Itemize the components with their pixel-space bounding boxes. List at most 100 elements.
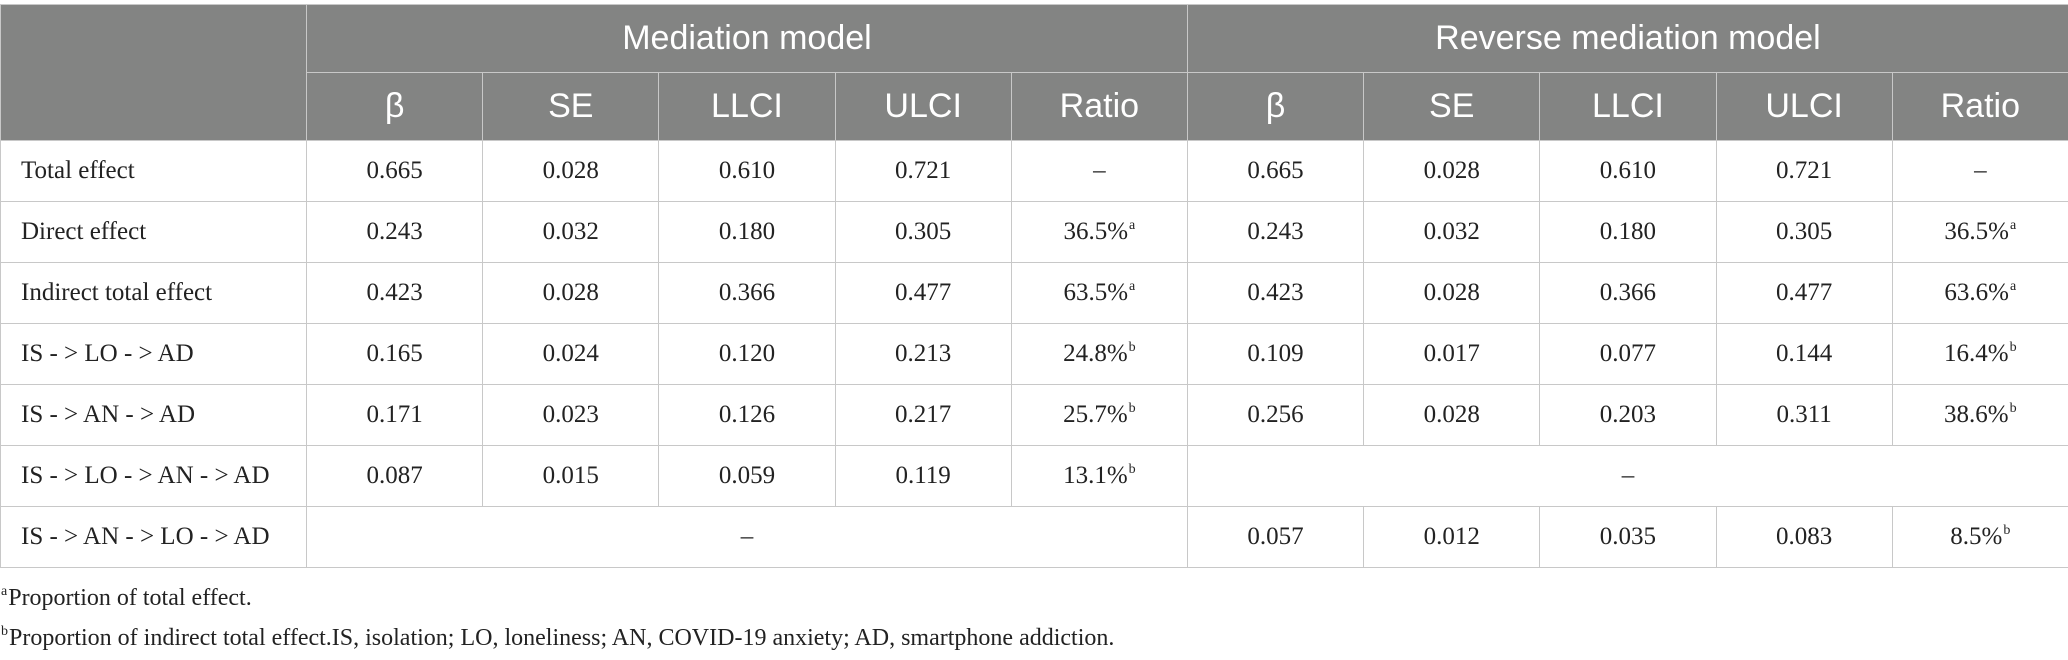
cell-se: 0.028 [1363, 384, 1541, 446]
footnote-mark: b [2009, 401, 2017, 416]
col-header-beta: β [305, 72, 484, 141]
footnote-mark: b [2003, 523, 2011, 538]
col-header-se: SE [482, 72, 660, 141]
cell-beta: 0.423 [305, 262, 484, 324]
mediation-table: Mediation model Reverse mediation model … [0, 4, 2068, 568]
footnote-mark: b [1128, 462, 1136, 477]
cell-llci: 0.203 [1539, 384, 1717, 446]
table-row: IS - > AN - > LO - > AD – 0.057 0.012 0.… [0, 506, 2068, 568]
merged-dash-cell: – [1186, 445, 2068, 507]
table-row: IS - > LO - > AD 0.165 0.024 0.120 0.213… [0, 323, 2068, 385]
footnote-mark: a [1, 584, 8, 599]
ratio-value: 38.6% [1944, 401, 2009, 428]
footnote-mark: b [1, 624, 8, 639]
cell-se: 0.017 [1363, 323, 1541, 385]
cell-ratio: 36.5%a [1010, 201, 1188, 263]
footnote-mark: a [2010, 218, 2017, 233]
cell-ratio: – [1891, 140, 2068, 202]
ratio-value: 13.1% [1063, 462, 1128, 489]
cell-beta: 0.243 [305, 201, 484, 263]
ratio-value: 36.5% [1063, 218, 1129, 245]
table-row: Direct effect 0.243 0.032 0.180 0.305 36… [0, 201, 2068, 263]
col-header-llci: LLCI [658, 72, 836, 141]
cell-se: 0.032 [482, 201, 660, 263]
cell-se: 0.032 [1363, 201, 1541, 263]
cell-llci: 0.035 [1539, 506, 1717, 568]
cell-llci: 0.126 [658, 384, 836, 446]
col-header-ratio: Ratio [1010, 72, 1188, 141]
cell-beta: 0.057 [1186, 506, 1365, 568]
cell-llci: 0.610 [658, 140, 836, 202]
ratio-value: 25.7% [1063, 401, 1128, 428]
row-label: Direct effect [0, 201, 307, 263]
footnote-text: Proportion of total effect. [8, 585, 252, 611]
table-row: Indirect total effect 0.423 0.028 0.366 … [0, 262, 2068, 324]
col-header-beta: β [1186, 72, 1365, 141]
cell-ratio: 38.6%b [1891, 384, 2068, 446]
ratio-value: 8.5% [1950, 523, 2003, 550]
cell-ratio: 63.5%a [1010, 262, 1188, 324]
cell-se: 0.028 [482, 140, 660, 202]
footnote-a: aProportion of total effect. [0, 572, 1114, 612]
merged-dash-cell: – [306, 506, 1188, 568]
cell-beta: 0.423 [1186, 262, 1365, 324]
cell-ratio: 13.1%b [1010, 445, 1188, 507]
group-header-reverse-mediation: Reverse mediation model [1186, 4, 2068, 73]
row-label: Total effect [0, 140, 307, 202]
cell-se: 0.028 [482, 262, 660, 324]
cell-ratio: 63.6%a [1891, 262, 2068, 324]
row-label: Indirect total effect [0, 262, 307, 324]
footnote-b: bProportion of indirect total effect.IS,… [0, 612, 1114, 652]
col-header-ulci: ULCI [834, 72, 1012, 141]
cell-se: 0.023 [482, 384, 660, 446]
row-label: IS - > LO - > AN - > AD [0, 445, 307, 507]
cell-ulci: 0.083 [1715, 506, 1893, 568]
cell-ulci: 0.217 [834, 384, 1012, 446]
cell-ulci: 0.477 [834, 262, 1012, 324]
cell-ratio: 25.7%b [1010, 384, 1188, 446]
cell-llci: 0.366 [1539, 262, 1717, 324]
row-label: IS - > LO - > AD [0, 323, 307, 385]
cell-ratio: – [1010, 140, 1188, 202]
footnote-mark: a [2010, 279, 2017, 294]
footnote-mark: b [1128, 401, 1136, 416]
cell-beta: 0.665 [1186, 140, 1365, 202]
cell-llci: 0.077 [1539, 323, 1717, 385]
table-footnotes: aProportion of total effect. bProportion… [0, 572, 1114, 652]
cell-llci: 0.180 [658, 201, 836, 263]
cell-llci: 0.120 [658, 323, 836, 385]
col-header-ratio: Ratio [1891, 72, 2068, 141]
cell-beta: 0.665 [305, 140, 484, 202]
cell-se: 0.028 [1363, 262, 1541, 324]
cell-beta: 0.256 [1186, 384, 1365, 446]
cell-ratio: 24.8%b [1010, 323, 1188, 385]
cell-beta: 0.243 [1186, 201, 1365, 263]
cell-ulci: 0.305 [1715, 201, 1893, 263]
corner-cell [0, 4, 307, 141]
cell-ulci: 0.213 [834, 323, 1012, 385]
cell-llci: 0.180 [1539, 201, 1717, 263]
cell-ulci: 0.305 [834, 201, 1012, 263]
cell-llci: 0.366 [658, 262, 836, 324]
cell-se: 0.024 [482, 323, 660, 385]
table-row: IS - > LO - > AN - > AD 0.087 0.015 0.05… [0, 445, 2068, 507]
cell-beta: 0.109 [1186, 323, 1365, 385]
footnote-mark: a [1129, 218, 1136, 233]
ratio-value: 63.6% [1944, 279, 2009, 306]
group-header-mediation: Mediation model [306, 4, 1188, 73]
cell-se: 0.015 [482, 445, 660, 507]
cell-ulci: 0.119 [834, 445, 1012, 507]
cell-ratio: 16.4%b [1891, 323, 2068, 385]
col-header-se: SE [1363, 72, 1541, 141]
footnote-mark: b [2009, 340, 2017, 355]
cell-ratio: 36.5%a [1891, 201, 2068, 263]
cell-ulci: 0.477 [1715, 262, 1893, 324]
cell-llci: 0.610 [1539, 140, 1717, 202]
cell-ulci: 0.144 [1715, 323, 1893, 385]
cell-beta: 0.165 [305, 323, 484, 385]
cell-llci: 0.059 [658, 445, 836, 507]
cell-beta: 0.171 [305, 384, 484, 446]
cell-ulci: 0.311 [1715, 384, 1893, 446]
cell-ulci: 0.721 [834, 140, 1012, 202]
cell-se: 0.012 [1363, 506, 1541, 568]
